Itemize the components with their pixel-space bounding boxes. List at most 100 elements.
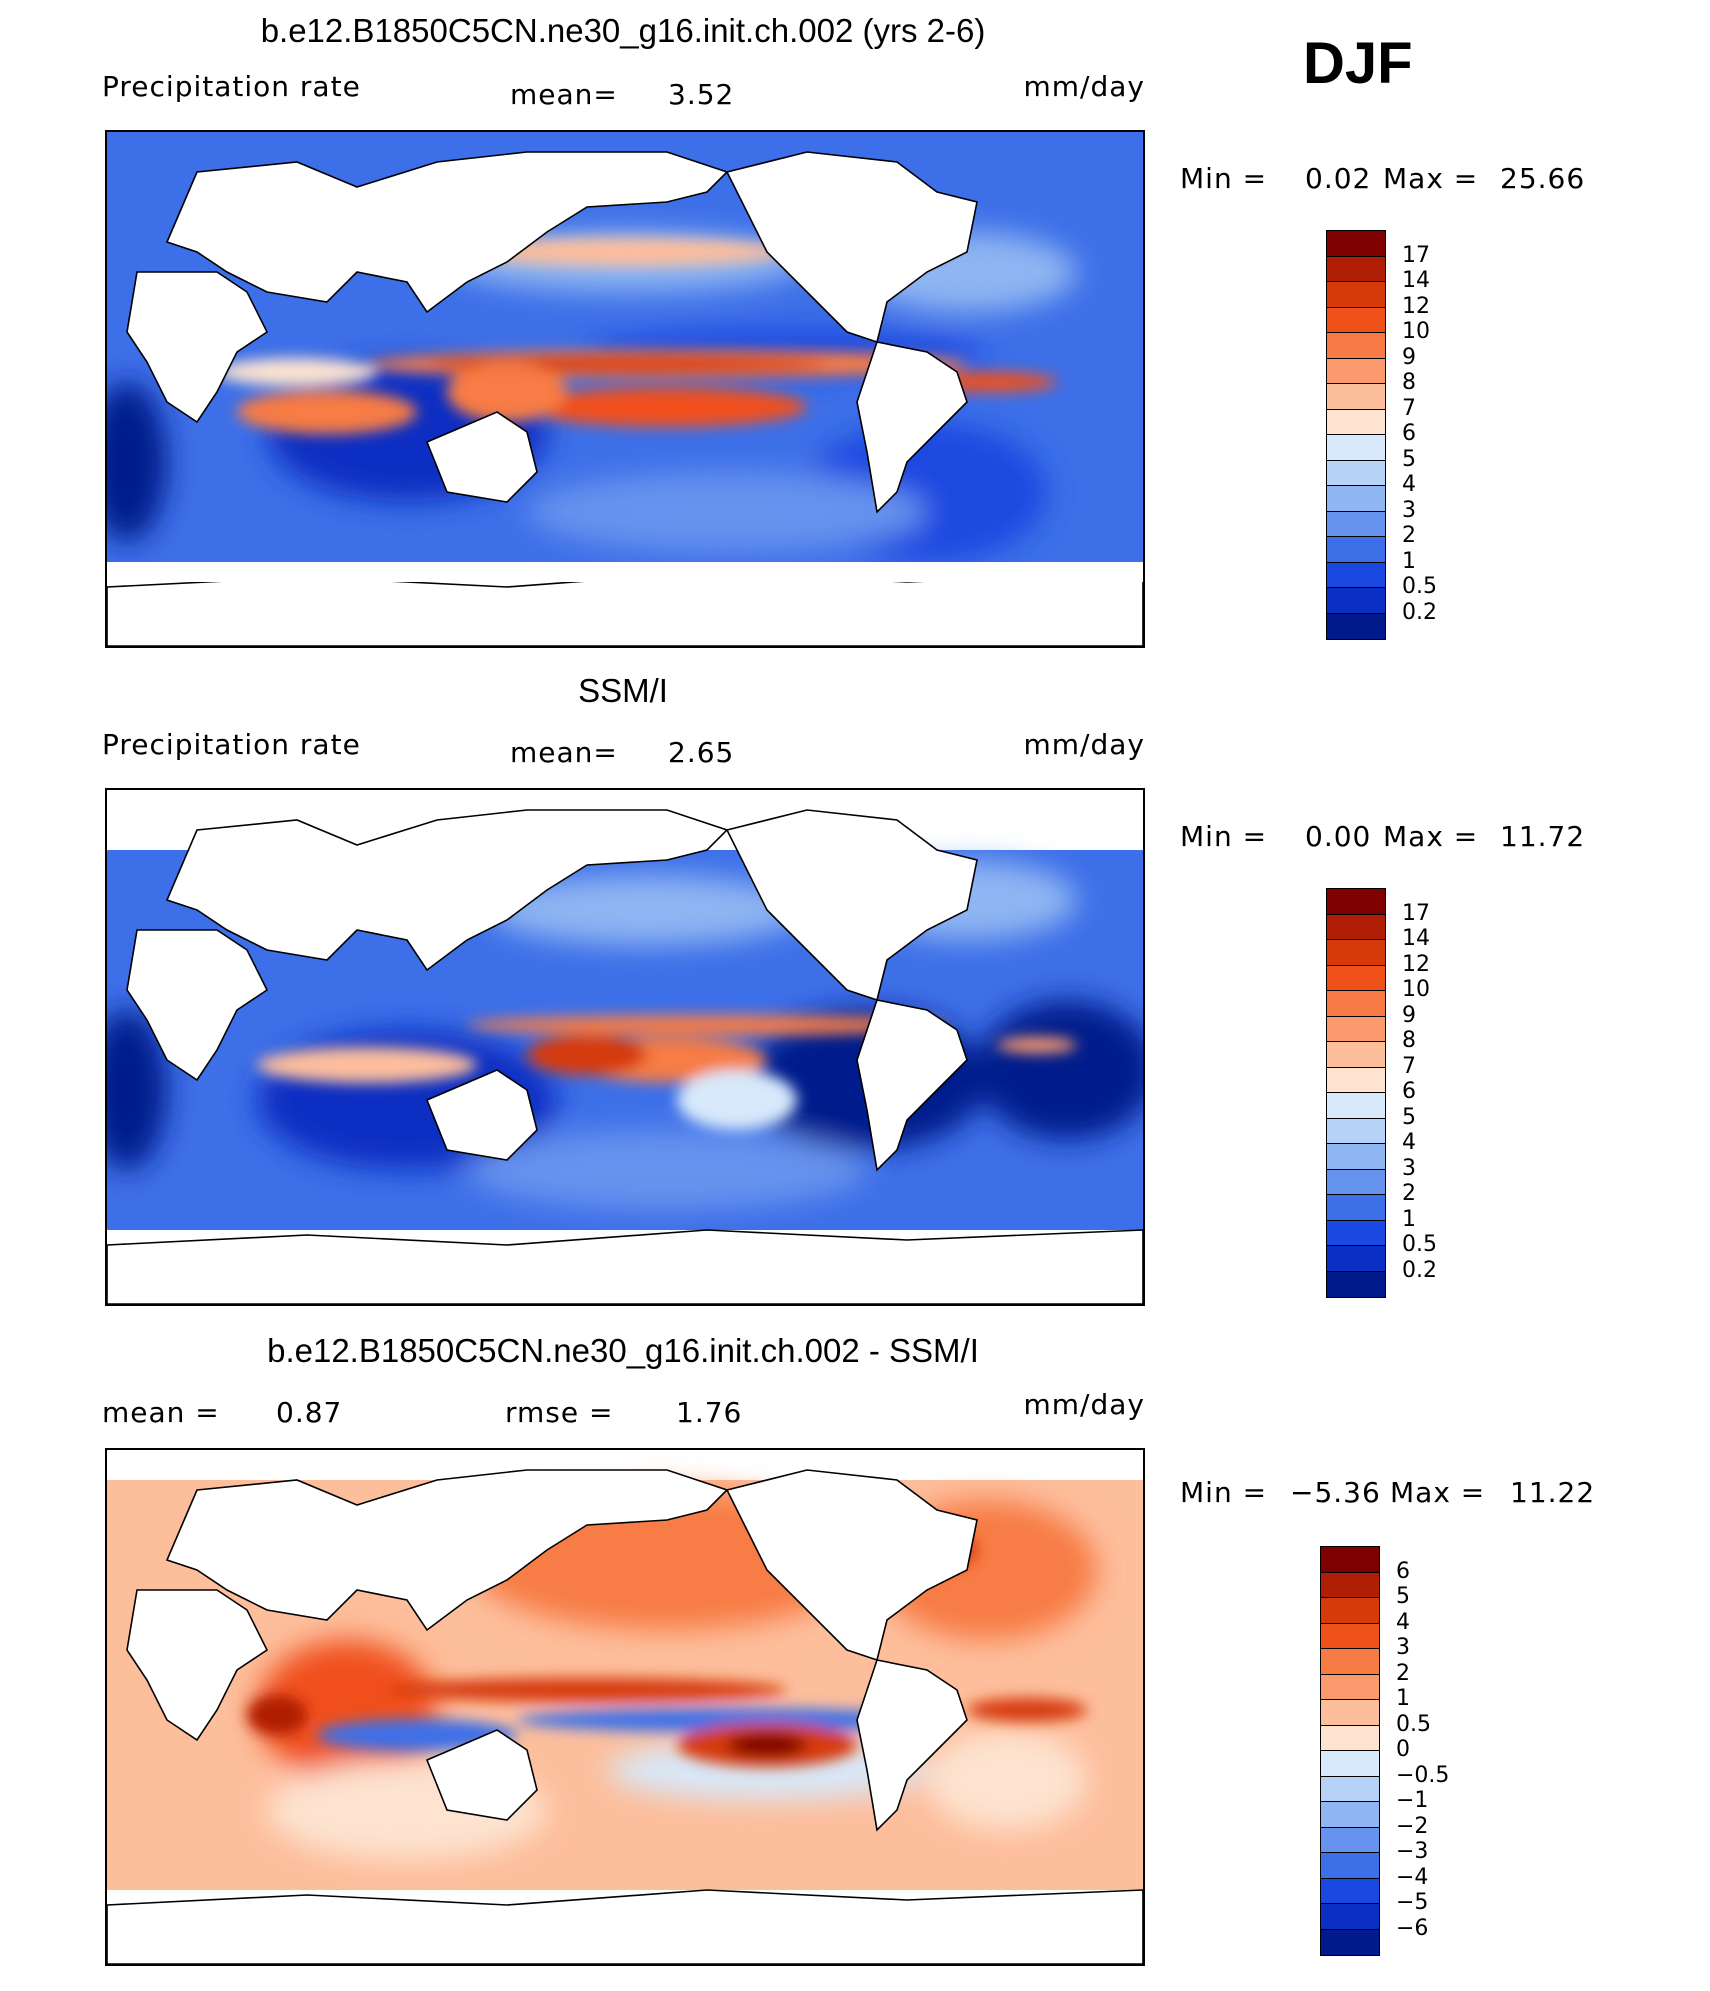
colorbar-tick-label: 2	[1402, 523, 1416, 548]
colorbar-swatch	[1327, 537, 1385, 563]
colorbar-tick-label: 0.2	[1402, 1257, 1437, 1283]
panel-2-mean-value: 2.65	[668, 736, 735, 769]
colorbar-tick-label: 0.5	[1402, 574, 1437, 599]
colorbar-swatch	[1327, 435, 1385, 461]
colorbar-swatch	[1327, 231, 1385, 257]
colorbar-swatch	[1321, 1572, 1379, 1598]
colorbar-swatch	[1327, 588, 1385, 614]
colorbar-tick-label: 17	[1402, 242, 1430, 268]
colorbar-tick-label: 12	[1402, 951, 1430, 977]
panel-1-variable-label: Precipitation rate	[102, 70, 361, 103]
panel-2-min-label: Min =	[1180, 820, 1268, 853]
colorbar-swatch	[1327, 940, 1385, 966]
colorbar-tick-label: 7	[1402, 1053, 1416, 1079]
season-label: DJF	[1303, 31, 1413, 96]
panel-1-mean-value: 3.52	[668, 78, 735, 111]
land-outlines	[107, 1469, 1143, 1964]
colorbar-swatch	[1327, 965, 1385, 991]
colorbar-swatch	[1321, 1725, 1379, 1751]
colorbar-swatch	[1327, 1042, 1385, 1068]
colorbar-tick-label: 7	[1402, 395, 1416, 421]
colorbar-swatch	[1327, 1195, 1385, 1221]
colorbar-tick-label: 6	[1402, 1079, 1416, 1104]
panel-2-colorbar-swatches	[1326, 888, 1386, 1298]
panel-1-max-value: 25.66	[1500, 162, 1586, 195]
colorbar-swatch	[1327, 914, 1385, 940]
panel-3-map-svg	[107, 1450, 1143, 1964]
colorbar-swatch	[1327, 307, 1385, 333]
colorbar-swatch	[1327, 991, 1385, 1017]
colorbar-tick-label: 4	[1402, 472, 1416, 497]
colorbar-swatch	[1321, 1802, 1379, 1828]
colorbar-swatch	[1327, 889, 1385, 915]
colorbar-tick-label: −1	[1396, 1788, 1429, 1813]
colorbar-swatch	[1327, 1220, 1385, 1246]
colorbar-swatch	[1327, 1093, 1385, 1119]
colorbar-tick-label: 2	[1396, 1660, 1410, 1686]
colorbar-tick-label: 14	[1402, 268, 1430, 293]
panel-3-units: mm/day	[1023, 1388, 1145, 1421]
colorbar-tick-label: 9	[1402, 1002, 1416, 1028]
colorbar-tick-label: 10	[1402, 319, 1430, 344]
colorbar-tick-label: 3	[1402, 1155, 1416, 1181]
colorbar-swatch	[1321, 1649, 1379, 1675]
panel-2-max-value: 11.72	[1500, 820, 1586, 853]
panel-3-rmse-label: rmse =	[505, 1396, 614, 1429]
colorbar-tick-label: 12	[1402, 293, 1430, 319]
land-outlines	[107, 809, 1143, 1304]
panel-2-map	[105, 788, 1145, 1306]
panel-2-mean-label: mean=	[510, 736, 618, 769]
colorbar-swatch	[1327, 562, 1385, 588]
panel-2-units: mm/day	[1023, 728, 1145, 761]
panel-2-title: SSM/I	[578, 672, 668, 709]
colorbar-tick-label: −6	[1396, 1915, 1429, 1941]
panel-2-colorbar	[1326, 888, 1386, 1298]
colorbar-swatch	[1321, 1878, 1379, 1904]
colorbar-tick-label: 8	[1402, 370, 1416, 395]
colorbar-swatch	[1327, 282, 1385, 308]
colorbar-tick-label: −3	[1396, 1839, 1429, 1864]
colorbar-swatch	[1327, 333, 1385, 359]
panel-1-units: mm/day	[1023, 70, 1145, 103]
panel-1-min-value: 0.02	[1305, 162, 1372, 195]
colorbar-swatch	[1327, 1067, 1385, 1093]
panel-3-map	[105, 1448, 1145, 1966]
colorbar-swatch	[1321, 1674, 1379, 1700]
colorbar-swatch	[1327, 358, 1385, 384]
panel-3-min-label: Min =	[1180, 1476, 1268, 1509]
colorbar-tick-label: 10	[1402, 977, 1430, 1002]
colorbar-swatch	[1327, 460, 1385, 486]
colorbar-tick-label: 1	[1396, 1686, 1410, 1711]
colorbar-tick-label: 17	[1402, 900, 1430, 926]
colorbar-swatch	[1321, 1598, 1379, 1624]
colorbar-tick-label: −4	[1396, 1864, 1429, 1890]
panel-2-min-value: 0.00	[1305, 820, 1372, 853]
panel-1-colorbar	[1326, 230, 1386, 640]
colorbar-tick-label: 1	[1402, 548, 1416, 574]
colorbar-swatch	[1321, 1751, 1379, 1777]
colorbar-swatch	[1327, 511, 1385, 537]
colorbar-swatch	[1327, 1169, 1385, 1195]
panel-2-map-svg	[107, 790, 1143, 1304]
colorbar-tick-label: 14	[1402, 926, 1430, 951]
colorbar-swatch	[1327, 486, 1385, 512]
panel-3-colorbar-swatches	[1320, 1546, 1380, 1956]
colorbar-swatch	[1327, 613, 1385, 639]
colorbar-tick-label: −5	[1396, 1890, 1429, 1915]
colorbar-swatch	[1327, 256, 1385, 282]
colorbar-swatch	[1327, 409, 1385, 435]
colorbar-tick-label: −2	[1396, 1813, 1429, 1839]
colorbar-tick-label: 5	[1396, 1584, 1410, 1609]
panel-3-min-value: −5.36	[1290, 1476, 1381, 1509]
panel-3-max-value: 11.22	[1510, 1476, 1596, 1509]
colorbar-tick-label: 6	[1396, 1558, 1410, 1584]
colorbar-swatch	[1321, 1929, 1379, 1955]
panel-1-max-label: Max =	[1383, 162, 1479, 195]
colorbar-swatch	[1321, 1623, 1379, 1649]
land-outlines	[107, 151, 1143, 646]
colorbar-tick-label: 8	[1402, 1028, 1416, 1053]
colorbar-tick-label: 0.5	[1402, 1232, 1437, 1257]
colorbar-tick-label: 6	[1402, 421, 1416, 446]
colorbar-swatch	[1321, 1776, 1379, 1802]
panel-3-max-label: Max =	[1390, 1476, 1486, 1509]
